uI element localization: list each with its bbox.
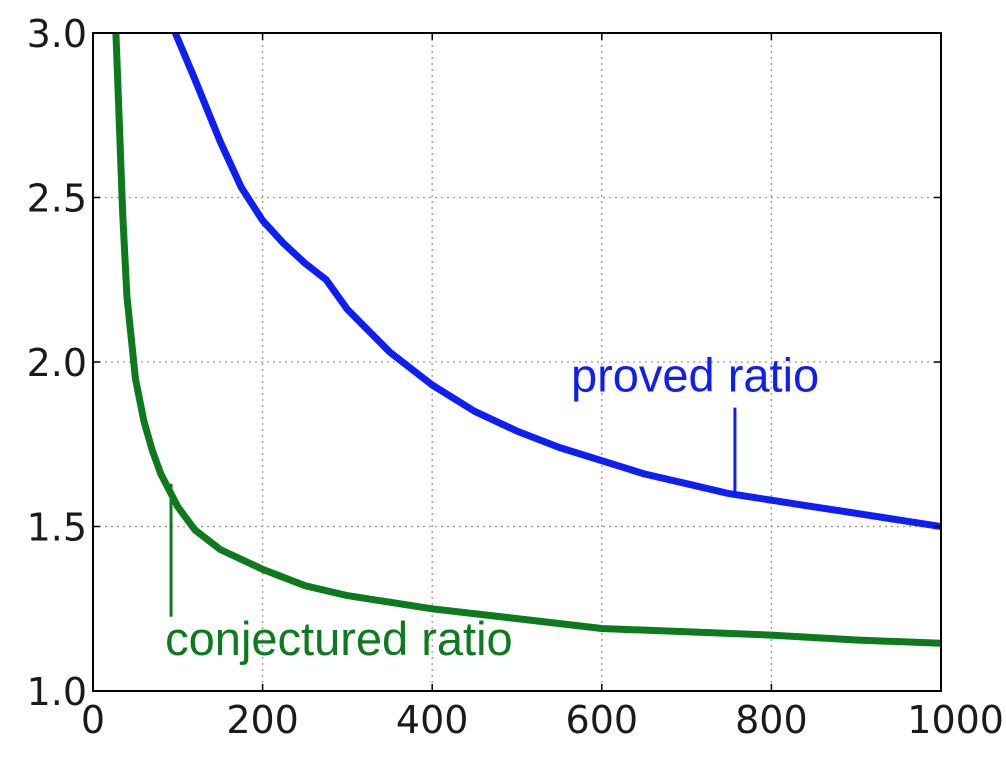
series-line-proved bbox=[172, 33, 941, 530]
x-tick-label: 0 bbox=[81, 698, 105, 742]
annotation-label-conjectured: conjectured ratio bbox=[165, 612, 512, 665]
axis-ticks: 0 200 400 600 800 1000 1.0 1.5 2.0 2.5 3.0 bbox=[27, 12, 1004, 742]
y-tick-label: 1.5 bbox=[27, 506, 87, 550]
x-tick-label: 1000 bbox=[907, 698, 1004, 742]
x-tick-label: 400 bbox=[396, 698, 469, 742]
series-line-conjectured bbox=[112, 33, 941, 647]
y-tick-label: 2.5 bbox=[27, 177, 87, 221]
y-tick-label: 1.0 bbox=[27, 670, 87, 714]
y-tick-label: 2.0 bbox=[27, 341, 87, 385]
x-tick-label: 200 bbox=[226, 698, 299, 742]
y-tick-label: 3.0 bbox=[27, 12, 87, 56]
series-annotations: proved ratio conjectured ratio bbox=[165, 349, 819, 665]
series-lines bbox=[112, 33, 941, 647]
x-tick-label: 600 bbox=[566, 698, 639, 742]
grid-lines bbox=[93, 33, 941, 691]
annotation-label-proved: proved ratio bbox=[571, 349, 819, 402]
x-tick-label: 800 bbox=[735, 698, 808, 742]
